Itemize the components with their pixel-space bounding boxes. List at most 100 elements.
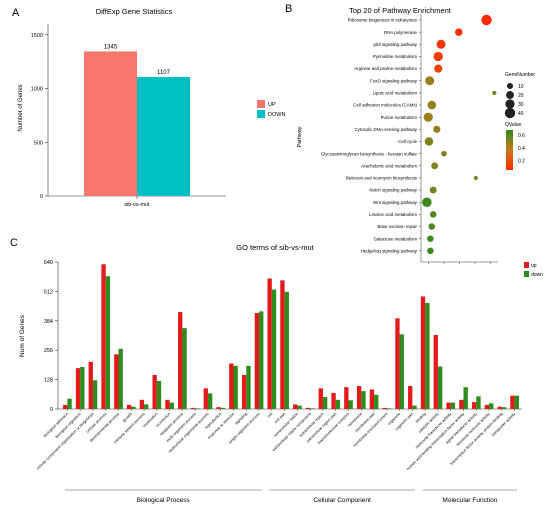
chart-c-bar-down-transcription-factor-activity-protein-binding: [501, 407, 507, 409]
chart-c-bar-down-extracellular-matrix-component: [310, 408, 315, 409]
chart-c-bar-up-single-organism-process: [254, 312, 260, 409]
chart-c-bar-down-reproduction: [220, 407, 226, 409]
chart-c-bar-down-single-organism-process: [259, 311, 264, 409]
chart-b-pathway-label: Cell cycle: [398, 139, 417, 144]
chart-c-bar-up-transporter-activity: [510, 395, 515, 409]
chart-b-pathway-label: Notch signaling pathway: [369, 188, 417, 193]
chart-c-bar-up-response-to-stimulus: [229, 363, 234, 409]
chart-c-bar-up-extracellular-matrix-component: [305, 407, 311, 409]
chart-c-bar-down-multicellular-organismal-process: [207, 393, 213, 409]
chart-c-bar-down-extracellular-region-part: [335, 399, 341, 409]
chart-c-bar-down-membrane: [361, 391, 366, 409]
chart-b-ylabel: Pathway: [297, 126, 303, 147]
chart-b-size-legend-label: 30: [518, 102, 524, 108]
chart-c-bar-down-signal-transducer-activity: [476, 396, 481, 409]
chart-b-point-arginine-and-proline-metabolism: [434, 64, 443, 73]
chart-c-bar-down-cell: [271, 289, 277, 409]
chart-a-bars: 1345 1107: [84, 44, 190, 196]
chart-b-point-notch-signaling-pathway: [429, 186, 437, 194]
chart-a-legend-label: DOWN: [268, 112, 285, 118]
chart-c-bar-up-organelle-part: [408, 386, 413, 409]
chart-b-pathway-label: Cytosolic DNA-sensing pathway: [355, 127, 418, 132]
chart-c-bar-down-catalytic-activity: [437, 366, 443, 409]
chart-b-pathway-label: Base excision repair: [377, 224, 417, 229]
chart-c-category-label: cell: [266, 411, 274, 419]
chart-b-color-legend-title: QValue: [505, 122, 522, 128]
chart-c-ytick-label: 512: [44, 289, 53, 295]
chart-c-bars: [63, 264, 519, 409]
chart-c-bar-down-immune-system-process: [144, 404, 149, 409]
panel-a-diffexp-chart: DiffExp Gene Statistics Number of Genes …: [18, 7, 285, 208]
chart-c-bar-down-biological-adhesion: [67, 398, 72, 409]
chart-c-group-brackets: Biological Process Cellular Component Mole…: [65, 489, 517, 504]
chart-b-point-glycosaminoglycan-biosynthesis-keratan-sulfate: [441, 150, 447, 157]
chart-b-pathway-label: Linoleic acid metabolism: [369, 212, 417, 217]
chart-a-bar-down: [137, 76, 190, 196]
chart-c-bar-down-developmental-process: [118, 348, 123, 409]
chart-c-bar-up-biological-regulation: [75, 368, 81, 409]
chart-c-category-label: cellular component organization or bioge…: [35, 411, 95, 471]
chart-c-bar-down-biological-regulation: [80, 366, 85, 409]
chart-a-ytick-label: 0: [40, 194, 43, 200]
chart-b-size-legend-key: [505, 99, 515, 109]
chart-c-bar-down-organelle-part: [412, 405, 417, 409]
chart-b-color-legend-label: 0.2: [518, 158, 525, 164]
panel-b-letter: B: [285, 3, 292, 15]
chart-b-points: [422, 14, 497, 255]
chart-c-bar-down-cellular-component-organization-or-biogenesis: [92, 380, 98, 409]
chart-b-pathway-label: Wnt signaling pathway: [373, 200, 418, 205]
chart-b-color-legend-gradient: [506, 130, 513, 170]
chart-b-point-galactose-metabolism: [427, 235, 434, 242]
panel-a-letter: A: [12, 7, 20, 19]
chart-c-bar-up-biological-adhesion: [63, 404, 68, 409]
chart-c-ytick-label: 640: [44, 260, 53, 266]
chart-c-bar-up-cell-part: [280, 280, 285, 409]
chart-b-size-legend-label: 40: [518, 111, 524, 117]
chart-b-pathway-label: Arginine and proline metabolism: [354, 66, 417, 71]
chart-c-bar-down-metabolic-process: [182, 328, 187, 409]
chart-a-ytick-label: 1000: [31, 87, 43, 93]
chart-c-bar-up-localization: [152, 375, 157, 409]
chart-c-bar-down-extracellular-matrix: [297, 405, 302, 409]
chart-b-pathway-label: Pyrimidine metabolism: [373, 54, 418, 59]
panel-b-pathway-chart: Top 20 of Pathway Enrichment Pathway Rib…: [297, 6, 535, 264]
chart-b-size-legend-label: 10: [518, 84, 524, 90]
chart-c-bar-up-metabolic-process: [178, 312, 183, 409]
chart-c-legend: up down: [524, 262, 543, 278]
chart-c-bar-down-structural-molecule-activity: [489, 403, 494, 409]
chart-a-data-label: 1345: [104, 44, 118, 50]
chart-c-bar-down-multi-organism-process: [195, 408, 200, 409]
chart-c-bar-up-growth: [126, 404, 132, 409]
chart-b-point-cell-adhesion-molecules-cams: [427, 100, 437, 110]
chart-b-pathway-label: RNA polymerase: [384, 30, 418, 35]
chart-b-point-base-excision-repair: [428, 223, 436, 230]
chart-c-bar-up-catalytic-activity: [433, 335, 438, 409]
chart-c-bar-down-membrane-enclosed-lumen: [386, 408, 392, 409]
chart-b-pathway-label: Purine metabolism: [381, 115, 418, 120]
chart-c-bar-down-nucleic-acid-binding-transcription-factor-activity: [463, 387, 468, 409]
chart-c-legend-label: up: [531, 263, 537, 269]
chart-c-bar-down-locomotion: [169, 402, 174, 409]
chart-a-ylabel: Number of Genes: [18, 84, 24, 131]
chart-b-size-legend-title: GeneNumber: [505, 72, 535, 78]
chart-c-bar-up-reproduction: [216, 407, 221, 409]
chart-b-point-wnt-signaling-pathway: [422, 197, 432, 207]
chart-b-color-legend-label: 0.4: [518, 146, 525, 152]
chart-c-group-label: Biological Process: [137, 497, 191, 504]
chart-b-size-legend-key: [504, 107, 516, 119]
chart-a-legend-label: UP: [268, 102, 276, 108]
chart-b-pathway-label: Butirosin and neomycin biosynthesis: [346, 176, 418, 181]
chart-c-bar-up-extracellular-matrix: [293, 404, 298, 409]
chart-c-bar-down-growth: [131, 406, 136, 409]
chart-a-ytick-label: 500: [34, 140, 43, 146]
chart-c-bar-down-organelle: [399, 334, 404, 409]
chart-a-legend-key-up: [257, 100, 265, 108]
chart-c-bar-up-signal-transducer-activity: [471, 402, 477, 409]
chart-c-title: GO terms of sib-vs-mut: [236, 243, 314, 252]
chart-a-axes: 0 500 1000 1500 sib-vs-mut: [31, 24, 226, 208]
chart-b-pathway-label: Hedgehog signaling pathway: [361, 248, 418, 253]
chart-c-ytick-label: 0: [50, 407, 53, 413]
chart-c-ytick-label: 128: [44, 378, 53, 384]
